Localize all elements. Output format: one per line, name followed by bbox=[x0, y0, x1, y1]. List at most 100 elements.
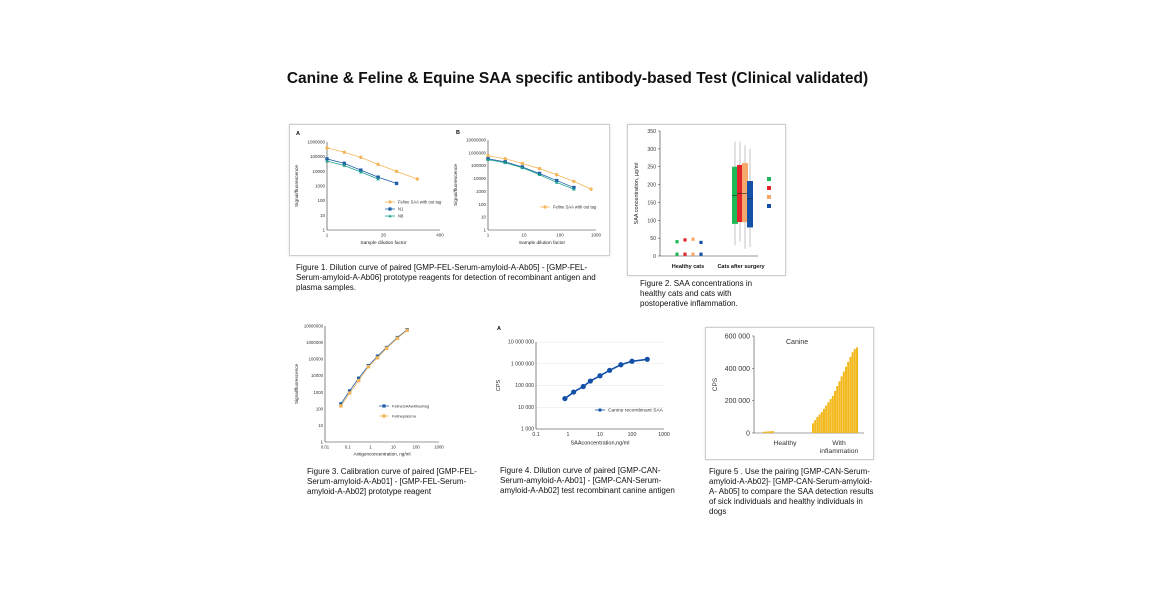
x-tick-label: 1 bbox=[487, 233, 490, 238]
y-tick-label: 1 000 bbox=[521, 427, 534, 433]
bar bbox=[842, 371, 845, 433]
x-tick-label: 0.01 bbox=[321, 444, 330, 449]
data-point bbox=[486, 157, 490, 161]
series-line bbox=[340, 329, 408, 405]
figure-2-chart: 0 50 100 150 200 250 300 350 SAA concentration, … bbox=[634, 129, 771, 270]
figure-5-caption: Figure 5 . Use the pairing [GMP-CAN-Seru… bbox=[709, 467, 874, 516]
y-tick-label: 100 000 bbox=[515, 383, 534, 389]
series-line bbox=[564, 358, 648, 400]
y-tick-label: 10000000 bbox=[304, 324, 324, 329]
y-tick-label: 1000 bbox=[476, 189, 487, 194]
data-point bbox=[699, 240, 703, 245]
figure-2-frame bbox=[627, 124, 786, 276]
data-point bbox=[375, 356, 380, 360]
legend-marker bbox=[388, 200, 392, 204]
y-tick-label: 600 000 bbox=[725, 334, 750, 341]
x-tick-label: 1 bbox=[369, 444, 372, 449]
data-point bbox=[699, 252, 703, 256]
data-point bbox=[587, 378, 593, 384]
y-axis-label: CPS bbox=[712, 377, 719, 391]
panel-label: B bbox=[456, 130, 460, 136]
data-point bbox=[691, 237, 695, 241]
bar bbox=[816, 416, 819, 433]
y-tick-label: 100 bbox=[647, 218, 656, 224]
legend-marker bbox=[388, 207, 392, 211]
legend-marker bbox=[388, 214, 392, 218]
x-axis-label: Antigenconcentration, ng/ml bbox=[354, 452, 411, 457]
bar bbox=[825, 405, 828, 433]
y-tick-label: 0 bbox=[653, 254, 656, 260]
x-tick-label: 0.1 bbox=[532, 432, 539, 438]
y-tick-label: 10000 bbox=[311, 373, 324, 378]
y-tick-label: 100 bbox=[478, 202, 486, 207]
legend-marker bbox=[382, 404, 386, 408]
y-tick-label: 150 bbox=[647, 200, 656, 206]
x-tick-label: 100 bbox=[413, 444, 421, 449]
data-point bbox=[675, 252, 679, 256]
bar bbox=[829, 399, 832, 433]
data-point bbox=[366, 364, 371, 369]
bar bbox=[838, 381, 841, 433]
legend-label: Feline SAA with out tag bbox=[553, 205, 597, 210]
figure-1b-chart: 1 10 100 1000 10000 100000 1000000 10000000 1 10 1… bbox=[453, 130, 602, 246]
bar bbox=[820, 411, 823, 433]
data-point bbox=[325, 159, 329, 163]
data-point bbox=[675, 240, 679, 244]
page-title: Canine & Feline & Equine SAA specific an… bbox=[286, 70, 869, 87]
data-point bbox=[359, 170, 363, 174]
bar bbox=[827, 402, 830, 433]
figure-3-chart: 1 10 100 1000 10000 100000 1000000 10000000 0.01… bbox=[294, 324, 444, 457]
y-axis-label: CPS bbox=[496, 380, 502, 392]
data-point bbox=[555, 180, 559, 184]
data-point bbox=[342, 163, 346, 167]
series-line bbox=[340, 329, 408, 407]
bar bbox=[845, 366, 847, 433]
legend-label: Canine recombinant SAA bbox=[608, 408, 664, 414]
bar bbox=[765, 431, 768, 433]
data-point bbox=[394, 181, 399, 186]
x-tick-label: 0.1 bbox=[345, 444, 352, 449]
category-label: Healthy bbox=[773, 440, 797, 447]
data-point bbox=[342, 161, 346, 166]
series-line bbox=[326, 147, 418, 180]
figure-4-chart: 1 000 10 000 100 000 1 000 000 10 000 000 0.1… bbox=[496, 326, 670, 446]
bar bbox=[836, 386, 839, 433]
legend-marker bbox=[543, 205, 547, 209]
bar bbox=[840, 376, 843, 433]
data-point bbox=[562, 395, 568, 402]
x-tick-label: 100 bbox=[556, 233, 564, 238]
bar bbox=[823, 408, 825, 433]
y-tick-label: 200 000 bbox=[725, 398, 750, 405]
legend-marker bbox=[382, 414, 386, 418]
y-tick-label: 10000 bbox=[312, 169, 325, 174]
data-point bbox=[339, 404, 343, 408]
y-tick-label: 400 000 bbox=[725, 366, 750, 373]
panel-label: A bbox=[296, 131, 300, 137]
legend-marker bbox=[767, 204, 771, 208]
y-tick-label: 100000 bbox=[310, 154, 326, 159]
x-tick-label: 20 bbox=[381, 233, 387, 238]
data-point bbox=[503, 161, 507, 165]
y-tick-label: 10000 bbox=[473, 176, 486, 181]
y-tick-label: 1000000 bbox=[307, 140, 325, 145]
bar bbox=[847, 361, 850, 433]
data-point bbox=[644, 356, 650, 362]
y-tick-label: 250 bbox=[647, 165, 656, 171]
bar bbox=[853, 348, 856, 433]
y-tick-label: 1 bbox=[322, 228, 325, 233]
data-point bbox=[580, 383, 586, 390]
y-tick-label: 100 bbox=[316, 406, 324, 411]
data-point bbox=[356, 376, 361, 380]
bar bbox=[767, 431, 770, 433]
data-point bbox=[618, 362, 624, 368]
series-line bbox=[326, 160, 379, 180]
y-tick-label: 10 bbox=[318, 423, 323, 428]
data-point bbox=[520, 166, 525, 170]
data-point bbox=[376, 162, 380, 167]
y-tick-label: 300 bbox=[647, 147, 656, 153]
legend-marker bbox=[767, 186, 771, 190]
data-point bbox=[394, 169, 399, 174]
data-point bbox=[537, 173, 542, 177]
data-point bbox=[555, 178, 559, 183]
data-point bbox=[384, 346, 389, 351]
